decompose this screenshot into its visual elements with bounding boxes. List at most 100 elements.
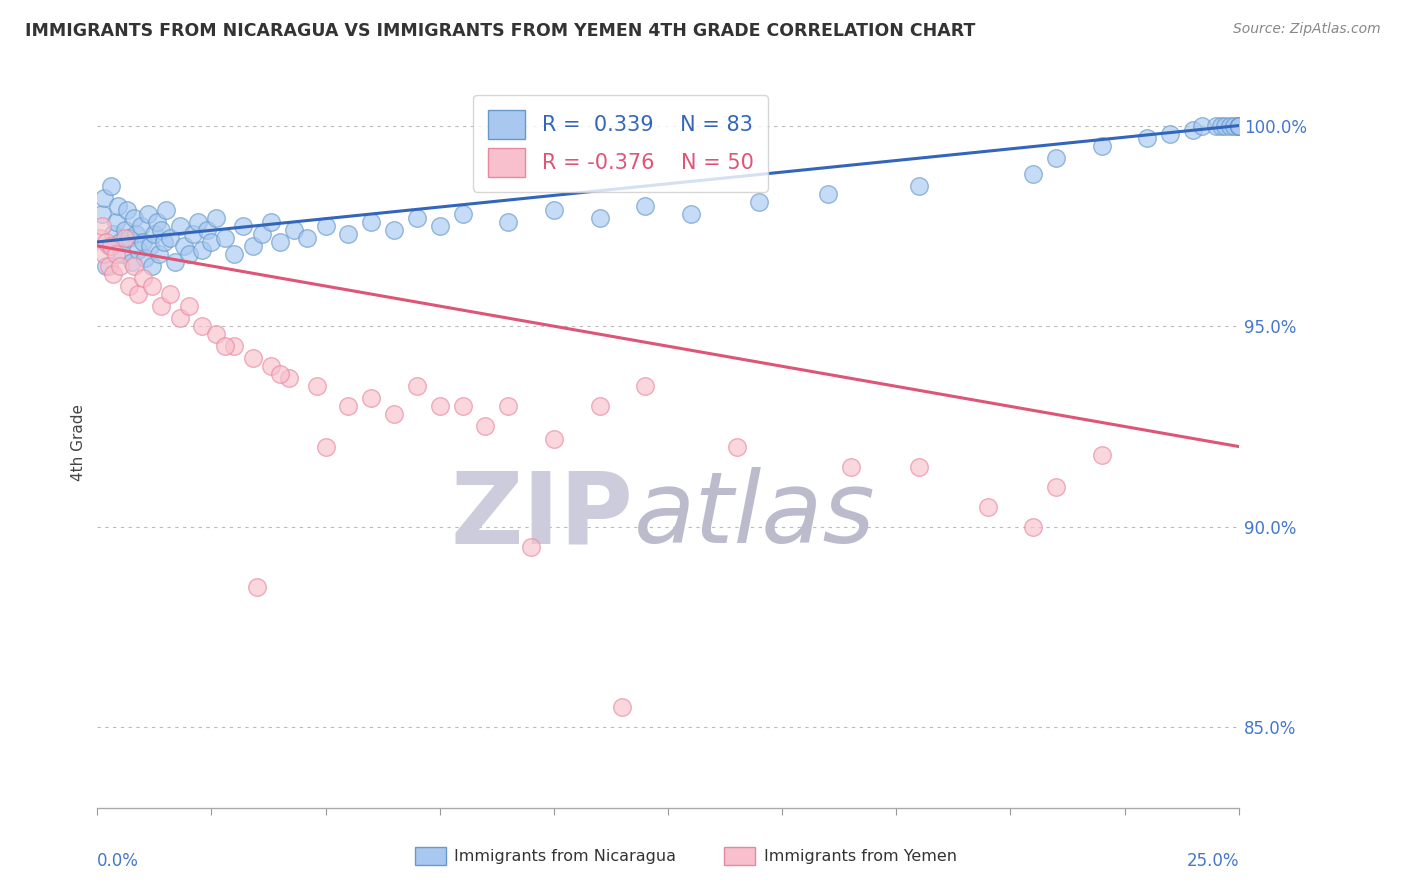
Point: [1213, 119, 1236, 133]
Point: [976, 500, 998, 514]
Point: [96, 235, 118, 249]
Point: [382, 408, 405, 422]
Point: [111, 247, 134, 261]
Point: [634, 379, 657, 393]
Point: [817, 186, 839, 201]
Point: [1022, 167, 1045, 181]
Point: [1091, 138, 1114, 153]
Point: [177, 247, 200, 261]
Point: [297, 231, 319, 245]
Point: [1091, 448, 1114, 462]
Point: [177, 299, 200, 313]
Point: [90, 219, 112, 233]
Point: [429, 400, 451, 414]
Point: [1182, 122, 1205, 136]
Point: [159, 231, 181, 245]
Point: [93, 247, 115, 261]
Point: [115, 202, 138, 217]
Point: [224, 339, 246, 353]
Point: [588, 400, 610, 414]
Point: [1045, 480, 1067, 494]
Point: [725, 440, 748, 454]
Point: [360, 215, 382, 229]
Point: [360, 392, 382, 406]
Point: [543, 432, 565, 446]
Point: [173, 239, 195, 253]
Text: Source: ZipAtlas.com: Source: ZipAtlas.com: [1233, 22, 1381, 37]
Text: 25.0%: 25.0%: [1187, 852, 1239, 870]
Point: [278, 371, 301, 385]
Point: [150, 299, 173, 313]
Point: [129, 219, 152, 233]
Point: [214, 339, 236, 353]
Point: [260, 359, 283, 374]
Point: [1219, 119, 1241, 133]
Point: [1159, 127, 1181, 141]
Point: [315, 219, 337, 233]
Point: [139, 239, 162, 253]
Text: IMMIGRANTS FROM NICARAGUA VS IMMIGRANTS FROM YEMEN 4TH GRADE CORRELATION CHART: IMMIGRANTS FROM NICARAGUA VS IMMIGRANTS …: [25, 22, 976, 40]
Point: [132, 235, 155, 249]
Point: [451, 400, 474, 414]
Point: [839, 459, 862, 474]
Point: [122, 259, 145, 273]
Point: [269, 235, 291, 249]
Text: atlas: atlas: [634, 467, 876, 564]
Point: [1205, 119, 1227, 133]
Point: [232, 219, 254, 233]
Point: [159, 287, 181, 301]
Point: [205, 327, 228, 342]
Point: [114, 231, 136, 245]
Point: [1227, 119, 1250, 133]
Point: [1022, 520, 1045, 534]
Point: [748, 194, 770, 209]
Point: [97, 259, 120, 273]
Point: [1223, 119, 1246, 133]
Point: [1227, 119, 1250, 133]
Point: [90, 207, 112, 221]
Point: [195, 223, 218, 237]
Point: [520, 540, 543, 554]
Point: [122, 211, 145, 225]
Point: [406, 211, 429, 225]
Point: [305, 379, 328, 393]
Point: [93, 191, 115, 205]
Point: [108, 259, 131, 273]
Point: [496, 215, 519, 229]
Point: [155, 202, 177, 217]
Point: [1191, 119, 1213, 133]
Point: [114, 223, 136, 237]
Point: [191, 243, 214, 257]
Point: [141, 279, 163, 293]
Text: ZIP: ZIP: [451, 467, 634, 564]
Point: [89, 231, 111, 245]
Point: [496, 400, 519, 414]
Point: [152, 235, 174, 249]
Point: [246, 580, 269, 594]
Point: [1045, 151, 1067, 165]
Point: [169, 311, 191, 326]
Point: [283, 223, 305, 237]
Point: [406, 379, 429, 393]
Text: Immigrants from Nicaragua: Immigrants from Nicaragua: [454, 849, 676, 863]
Point: [679, 207, 702, 221]
Point: [100, 178, 122, 193]
Point: [242, 239, 264, 253]
Point: [337, 400, 360, 414]
Point: [634, 199, 657, 213]
Point: [1227, 119, 1250, 133]
Point: [125, 227, 148, 241]
Point: [205, 211, 228, 225]
Point: [97, 239, 120, 253]
Point: [104, 215, 127, 229]
Point: [250, 227, 273, 241]
Point: [141, 259, 163, 273]
Point: [315, 440, 337, 454]
Point: [108, 235, 131, 249]
Point: [908, 459, 931, 474]
Point: [181, 227, 204, 241]
Point: [121, 255, 143, 269]
Y-axis label: 4th Grade: 4th Grade: [72, 404, 86, 481]
Point: [134, 251, 156, 265]
Point: [612, 700, 634, 714]
